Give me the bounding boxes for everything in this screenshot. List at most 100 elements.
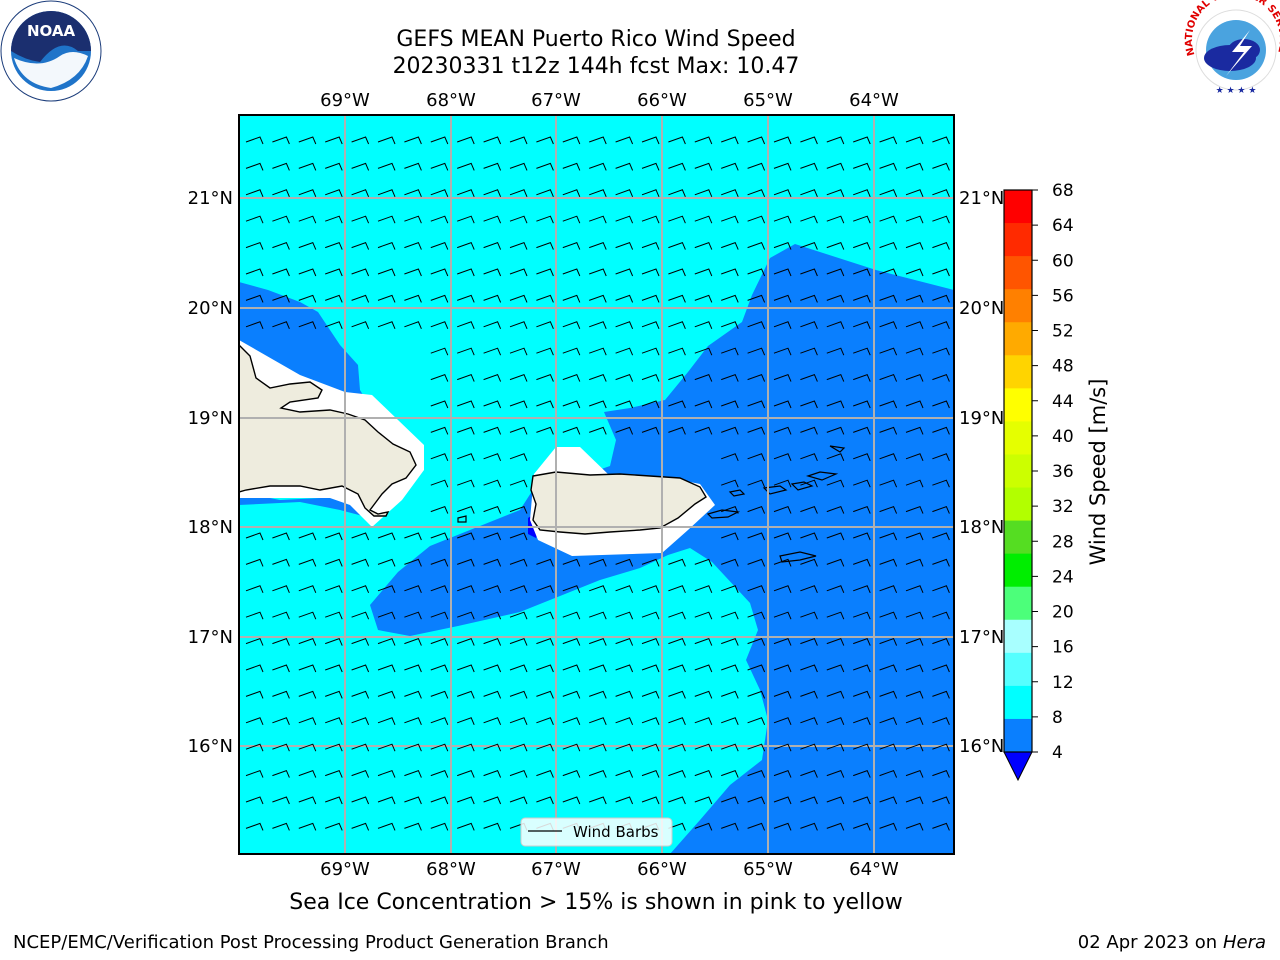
wind-barb bbox=[694, 796, 713, 805]
wind-barb bbox=[404, 294, 422, 303]
wind-barb bbox=[245, 611, 264, 620]
wind-barb bbox=[404, 241, 422, 250]
wind-barb bbox=[694, 558, 713, 567]
wind-barb bbox=[430, 347, 449, 356]
wind-barb bbox=[932, 136, 950, 145]
wind-barb bbox=[509, 136, 528, 145]
colorbar-segment bbox=[1004, 685, 1032, 720]
legend: Wind Barbs bbox=[520, 817, 673, 847]
wind-barb bbox=[457, 479, 475, 488]
wind-barb bbox=[721, 558, 739, 567]
wind-barb bbox=[773, 294, 792, 303]
wind-barb bbox=[536, 215, 554, 224]
wind-barb bbox=[589, 268, 607, 277]
wind-barb bbox=[721, 453, 739, 461]
wind-barb bbox=[641, 558, 660, 567]
wind-barb bbox=[509, 664, 528, 673]
wind-barb bbox=[747, 796, 766, 805]
map-frame bbox=[238, 114, 955, 855]
wind-barb bbox=[641, 743, 660, 752]
wind-barb bbox=[589, 347, 607, 356]
wind-barb bbox=[747, 743, 766, 752]
wind-barb bbox=[536, 558, 554, 567]
colorbar-label: Wind Speed [m/s] bbox=[1086, 379, 1110, 566]
wind-barb bbox=[879, 321, 898, 329]
wind-barb bbox=[747, 215, 766, 224]
colorbar-tick-label: 40 bbox=[1052, 427, 1074, 447]
wind-barb bbox=[536, 585, 554, 593]
wind-barb bbox=[483, 136, 502, 145]
wind-barb bbox=[562, 769, 581, 778]
wind-barb bbox=[245, 558, 264, 567]
wind-barb bbox=[245, 162, 264, 171]
wind-barb bbox=[351, 558, 370, 567]
wind-barb bbox=[615, 558, 634, 567]
wind-barb bbox=[245, 294, 264, 303]
wind-barb bbox=[404, 664, 422, 673]
lat-label: 18°N bbox=[188, 517, 233, 538]
wind-barb bbox=[615, 717, 634, 725]
wind-barb bbox=[404, 611, 422, 620]
wind-barb bbox=[879, 664, 898, 673]
lon-label: 64°W bbox=[849, 90, 899, 111]
wind-barb bbox=[589, 136, 607, 145]
wind-barb bbox=[404, 743, 422, 752]
wind-barb bbox=[905, 717, 924, 725]
wind-barb bbox=[562, 215, 581, 224]
wind-barb bbox=[325, 637, 343, 646]
wind-band-4-8-west bbox=[239, 282, 378, 420]
colorbar-tick-label: 60 bbox=[1052, 251, 1074, 271]
wind-barb bbox=[562, 611, 581, 620]
wind-barb bbox=[404, 796, 422, 805]
wind-barb bbox=[932, 769, 950, 778]
wind-barb bbox=[800, 505, 818, 514]
wind-barb bbox=[879, 769, 898, 778]
wind-barb bbox=[615, 373, 634, 382]
wind-barb bbox=[245, 268, 264, 277]
colorbar-segment bbox=[1004, 190, 1032, 224]
wind-barb bbox=[747, 479, 766, 488]
wind-barb bbox=[430, 558, 449, 567]
wind-barb bbox=[615, 241, 634, 250]
colorbar-tick-label: 52 bbox=[1052, 322, 1074, 342]
wind-barb bbox=[879, 690, 898, 699]
wind-barb bbox=[773, 558, 792, 567]
wind-barb bbox=[800, 690, 818, 699]
wind-barb bbox=[430, 136, 449, 145]
wind-barb bbox=[932, 189, 950, 197]
wind-barb bbox=[298, 268, 317, 277]
wind-barb bbox=[694, 426, 713, 435]
wind-barb bbox=[747, 426, 766, 435]
wind-barb bbox=[430, 373, 449, 382]
wind-barb bbox=[800, 136, 818, 145]
wind-barb bbox=[377, 769, 396, 778]
colorbar-segment bbox=[1004, 553, 1032, 588]
wind-barb bbox=[932, 294, 950, 303]
wind-barb bbox=[245, 532, 264, 541]
wind-barb bbox=[377, 189, 396, 197]
wind-barb bbox=[853, 189, 871, 197]
wind-barb bbox=[377, 743, 396, 752]
wind-barb bbox=[509, 189, 528, 197]
wind-barb bbox=[800, 426, 818, 435]
colorbar-tick-label: 44 bbox=[1052, 392, 1074, 412]
wind-barb bbox=[589, 294, 607, 303]
wind-barb bbox=[879, 585, 898, 593]
wind-barb bbox=[589, 215, 607, 224]
wind-barb bbox=[721, 347, 739, 356]
wind-barb bbox=[932, 664, 950, 673]
wind-barb bbox=[668, 426, 686, 435]
wind-barb bbox=[430, 637, 449, 646]
lat-label: 16°N bbox=[188, 736, 233, 757]
wind-barb bbox=[932, 215, 950, 224]
wind-barb bbox=[298, 241, 317, 250]
wind-barb bbox=[615, 136, 634, 145]
wind-barb bbox=[721, 637, 739, 646]
wind-barb bbox=[589, 189, 607, 197]
wind-barb bbox=[509, 479, 528, 488]
wind-barb bbox=[641, 294, 660, 303]
wind-barb bbox=[377, 822, 396, 831]
wind-barb bbox=[245, 717, 264, 725]
colorbar-segment bbox=[1004, 256, 1032, 290]
wind-barb bbox=[773, 532, 792, 541]
